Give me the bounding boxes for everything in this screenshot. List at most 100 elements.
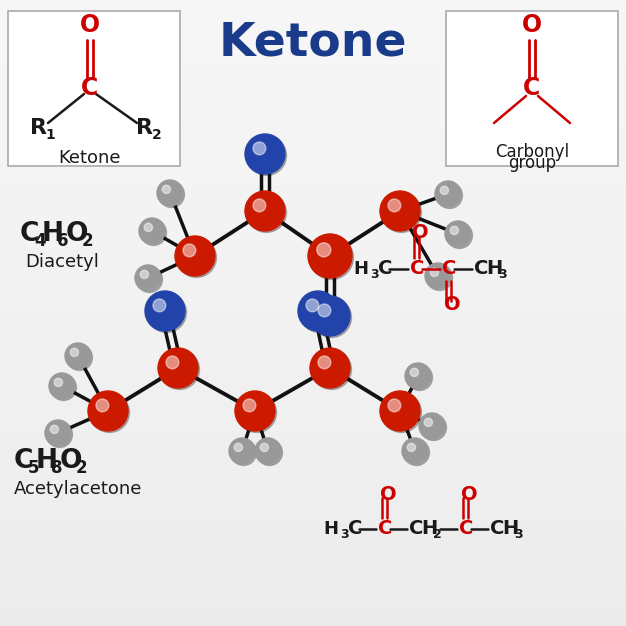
- Circle shape: [229, 438, 255, 464]
- Circle shape: [70, 348, 78, 357]
- Text: H: H: [421, 520, 437, 538]
- Circle shape: [306, 299, 319, 312]
- Text: 8: 8: [51, 459, 63, 477]
- Circle shape: [405, 363, 431, 389]
- Circle shape: [318, 304, 331, 317]
- Circle shape: [310, 348, 350, 388]
- Circle shape: [318, 356, 331, 369]
- Text: C: C: [378, 520, 393, 538]
- Text: 3: 3: [340, 528, 349, 540]
- Text: H: H: [502, 520, 518, 538]
- Circle shape: [424, 418, 433, 426]
- Circle shape: [66, 344, 93, 371]
- Text: C: C: [490, 520, 505, 538]
- Circle shape: [298, 291, 338, 331]
- Text: 1: 1: [45, 128, 55, 142]
- Circle shape: [450, 226, 458, 235]
- Circle shape: [310, 296, 350, 336]
- Circle shape: [50, 425, 58, 434]
- Circle shape: [260, 443, 269, 451]
- Text: 3: 3: [370, 267, 379, 280]
- Circle shape: [247, 135, 287, 175]
- Circle shape: [51, 374, 76, 401]
- Text: Diacetyl: Diacetyl: [25, 253, 99, 271]
- Circle shape: [153, 299, 166, 312]
- Text: H: H: [42, 221, 64, 247]
- Text: C: C: [81, 76, 99, 100]
- Circle shape: [234, 443, 242, 451]
- Text: C: C: [378, 260, 393, 279]
- Circle shape: [145, 291, 185, 331]
- Circle shape: [425, 263, 451, 289]
- Circle shape: [426, 265, 453, 290]
- Circle shape: [90, 393, 130, 433]
- Circle shape: [380, 191, 420, 231]
- Text: Ketone: Ketone: [218, 20, 408, 65]
- Circle shape: [299, 292, 339, 332]
- Text: H: H: [486, 260, 502, 279]
- Circle shape: [243, 399, 256, 412]
- Circle shape: [253, 199, 266, 212]
- Circle shape: [380, 391, 420, 431]
- Text: C: C: [442, 260, 456, 279]
- Circle shape: [406, 364, 433, 391]
- Circle shape: [421, 414, 446, 441]
- Circle shape: [381, 193, 421, 232]
- Circle shape: [245, 134, 285, 174]
- Text: H: H: [353, 260, 368, 278]
- Circle shape: [162, 185, 170, 193]
- Text: C: C: [410, 260, 424, 279]
- Text: O: O: [380, 485, 397, 503]
- Circle shape: [139, 218, 165, 244]
- Circle shape: [160, 349, 200, 389]
- Text: 2: 2: [76, 459, 88, 477]
- Text: C: C: [20, 221, 39, 247]
- Circle shape: [436, 183, 463, 208]
- Circle shape: [440, 186, 448, 195]
- Text: Acetylacetone: Acetylacetone: [14, 480, 142, 498]
- Circle shape: [388, 399, 401, 412]
- Circle shape: [183, 244, 196, 257]
- Circle shape: [175, 236, 215, 276]
- Text: C: C: [459, 520, 473, 538]
- Text: O: O: [444, 295, 461, 314]
- Circle shape: [96, 399, 109, 412]
- Text: O: O: [60, 448, 83, 474]
- Circle shape: [54, 378, 63, 386]
- Text: R: R: [29, 118, 46, 138]
- Circle shape: [419, 413, 445, 439]
- Circle shape: [381, 393, 421, 433]
- Circle shape: [402, 438, 428, 464]
- Circle shape: [446, 222, 473, 249]
- Text: C: C: [409, 520, 423, 538]
- Circle shape: [255, 438, 281, 464]
- Text: 2: 2: [433, 528, 442, 541]
- Text: 3: 3: [514, 528, 523, 541]
- Text: O: O: [412, 223, 429, 242]
- Circle shape: [230, 439, 257, 466]
- Circle shape: [237, 393, 277, 433]
- Circle shape: [309, 235, 354, 279]
- Text: 6: 6: [57, 232, 68, 250]
- Text: 5: 5: [28, 459, 39, 477]
- Bar: [446, 11, 618, 166]
- Circle shape: [247, 193, 287, 232]
- Text: 2: 2: [152, 128, 162, 142]
- Text: O: O: [66, 221, 88, 247]
- Circle shape: [430, 268, 439, 277]
- Circle shape: [146, 292, 187, 332]
- Circle shape: [445, 221, 471, 247]
- Circle shape: [257, 439, 282, 466]
- Circle shape: [158, 348, 198, 388]
- Circle shape: [177, 237, 217, 277]
- Text: Ketone: Ketone: [59, 149, 121, 167]
- Circle shape: [157, 180, 183, 206]
- Circle shape: [140, 270, 148, 279]
- Text: H: H: [36, 448, 58, 474]
- Circle shape: [388, 199, 401, 212]
- Circle shape: [158, 182, 185, 207]
- Text: O: O: [461, 485, 478, 503]
- Text: H: H: [323, 520, 338, 538]
- Circle shape: [245, 191, 285, 231]
- Text: Carbonyl: Carbonyl: [495, 143, 569, 161]
